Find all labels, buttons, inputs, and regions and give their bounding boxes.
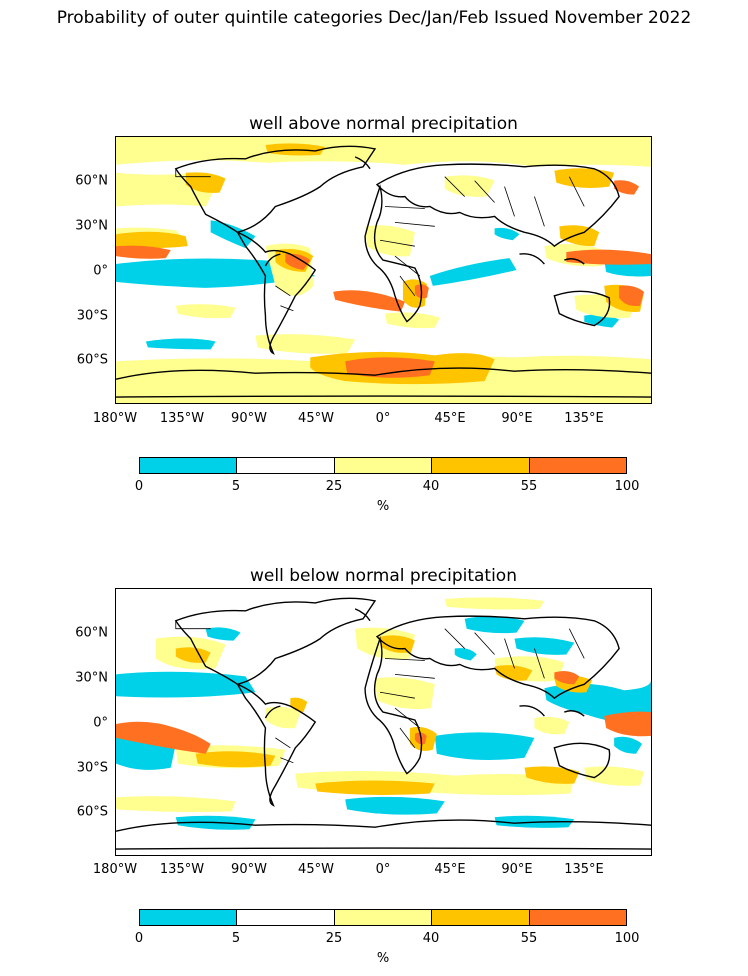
lon-label: 45°W	[298, 411, 334, 426]
lat-label: 60°N	[75, 173, 108, 189]
colorbar-tick: 55	[520, 931, 538, 946]
fill-red	[116, 180, 651, 378]
colorbar-segment	[140, 910, 238, 925]
colorbar-tick: 0	[134, 931, 144, 946]
panel-title: well above normal precipitation	[249, 114, 518, 134]
colorbar-unit: %	[376, 951, 390, 966]
country-borders	[175, 168, 585, 312]
lat-label: 60°S	[76, 352, 108, 368]
colorbar-segment	[237, 910, 335, 925]
colorbar-tick: 25	[325, 479, 343, 494]
lat-label: 0°	[93, 715, 108, 731]
colorbar-segment	[334, 458, 433, 473]
coastlines	[116, 597, 651, 850]
colorbar-segment	[140, 458, 238, 473]
lon-label: 45°W	[298, 862, 334, 877]
lat-label: 30°N	[75, 670, 108, 686]
lat-label: 30°S	[76, 760, 108, 776]
colorbar	[139, 457, 627, 474]
colorbar-segment	[334, 910, 433, 925]
lon-label: 0°	[375, 862, 391, 877]
colorbar-tick: 55	[520, 479, 538, 494]
precip-probability-map	[116, 597, 651, 850]
lon-label: 135°E	[564, 862, 604, 877]
lon-label: 135°E	[564, 411, 604, 426]
lat-label: 60°N	[75, 625, 108, 641]
panel-title: well below normal precipitation	[250, 566, 517, 586]
lon-label: 180°W	[92, 411, 138, 426]
colorbar-tick: 100	[614, 479, 640, 494]
fill-orange	[116, 143, 645, 385]
lon-label: 90°E	[501, 862, 533, 877]
colorbar-segment	[237, 458, 335, 473]
colorbar-tick: 40	[422, 479, 440, 494]
colorbar-unit: %	[376, 499, 390, 514]
colorbar	[139, 909, 627, 926]
figure-title: Probability of outer quintile categories…	[56, 8, 692, 28]
colorbar-tick: 0	[134, 479, 144, 494]
lon-label: 90°W	[231, 862, 267, 877]
lon-label: 180°W	[92, 862, 138, 877]
colorbar-tick: 100	[614, 931, 640, 946]
lon-label: 0°	[375, 411, 391, 426]
colorbar-segment	[529, 910, 627, 925]
colorbar-tick: 25	[325, 931, 343, 946]
colorbar-segment	[432, 458, 530, 473]
lon-label: 135°W	[159, 411, 205, 426]
colorbar-segment	[432, 910, 530, 925]
lon-label: 90°E	[501, 411, 533, 426]
colorbar-segment	[529, 458, 627, 473]
coastlines	[116, 145, 651, 398]
lat-label: 60°S	[76, 804, 108, 820]
lat-label: 30°N	[75, 218, 108, 234]
colorbar-tick: 5	[231, 931, 241, 946]
lon-label: 90°W	[231, 411, 267, 426]
lat-label: 30°S	[76, 308, 108, 324]
lon-label: 135°W	[159, 862, 205, 877]
fill-red	[116, 671, 651, 754]
lon-label: 45°E	[434, 862, 466, 877]
lat-label: 0°	[93, 263, 108, 279]
map-well-below	[115, 588, 652, 856]
lon-label: 45°E	[434, 411, 466, 426]
colorbar-tick: 5	[231, 479, 241, 494]
colorbar-tick: 40	[422, 931, 440, 946]
country-borders	[175, 620, 585, 764]
precip-probability-map	[116, 137, 651, 403]
map-well-above	[115, 136, 652, 404]
